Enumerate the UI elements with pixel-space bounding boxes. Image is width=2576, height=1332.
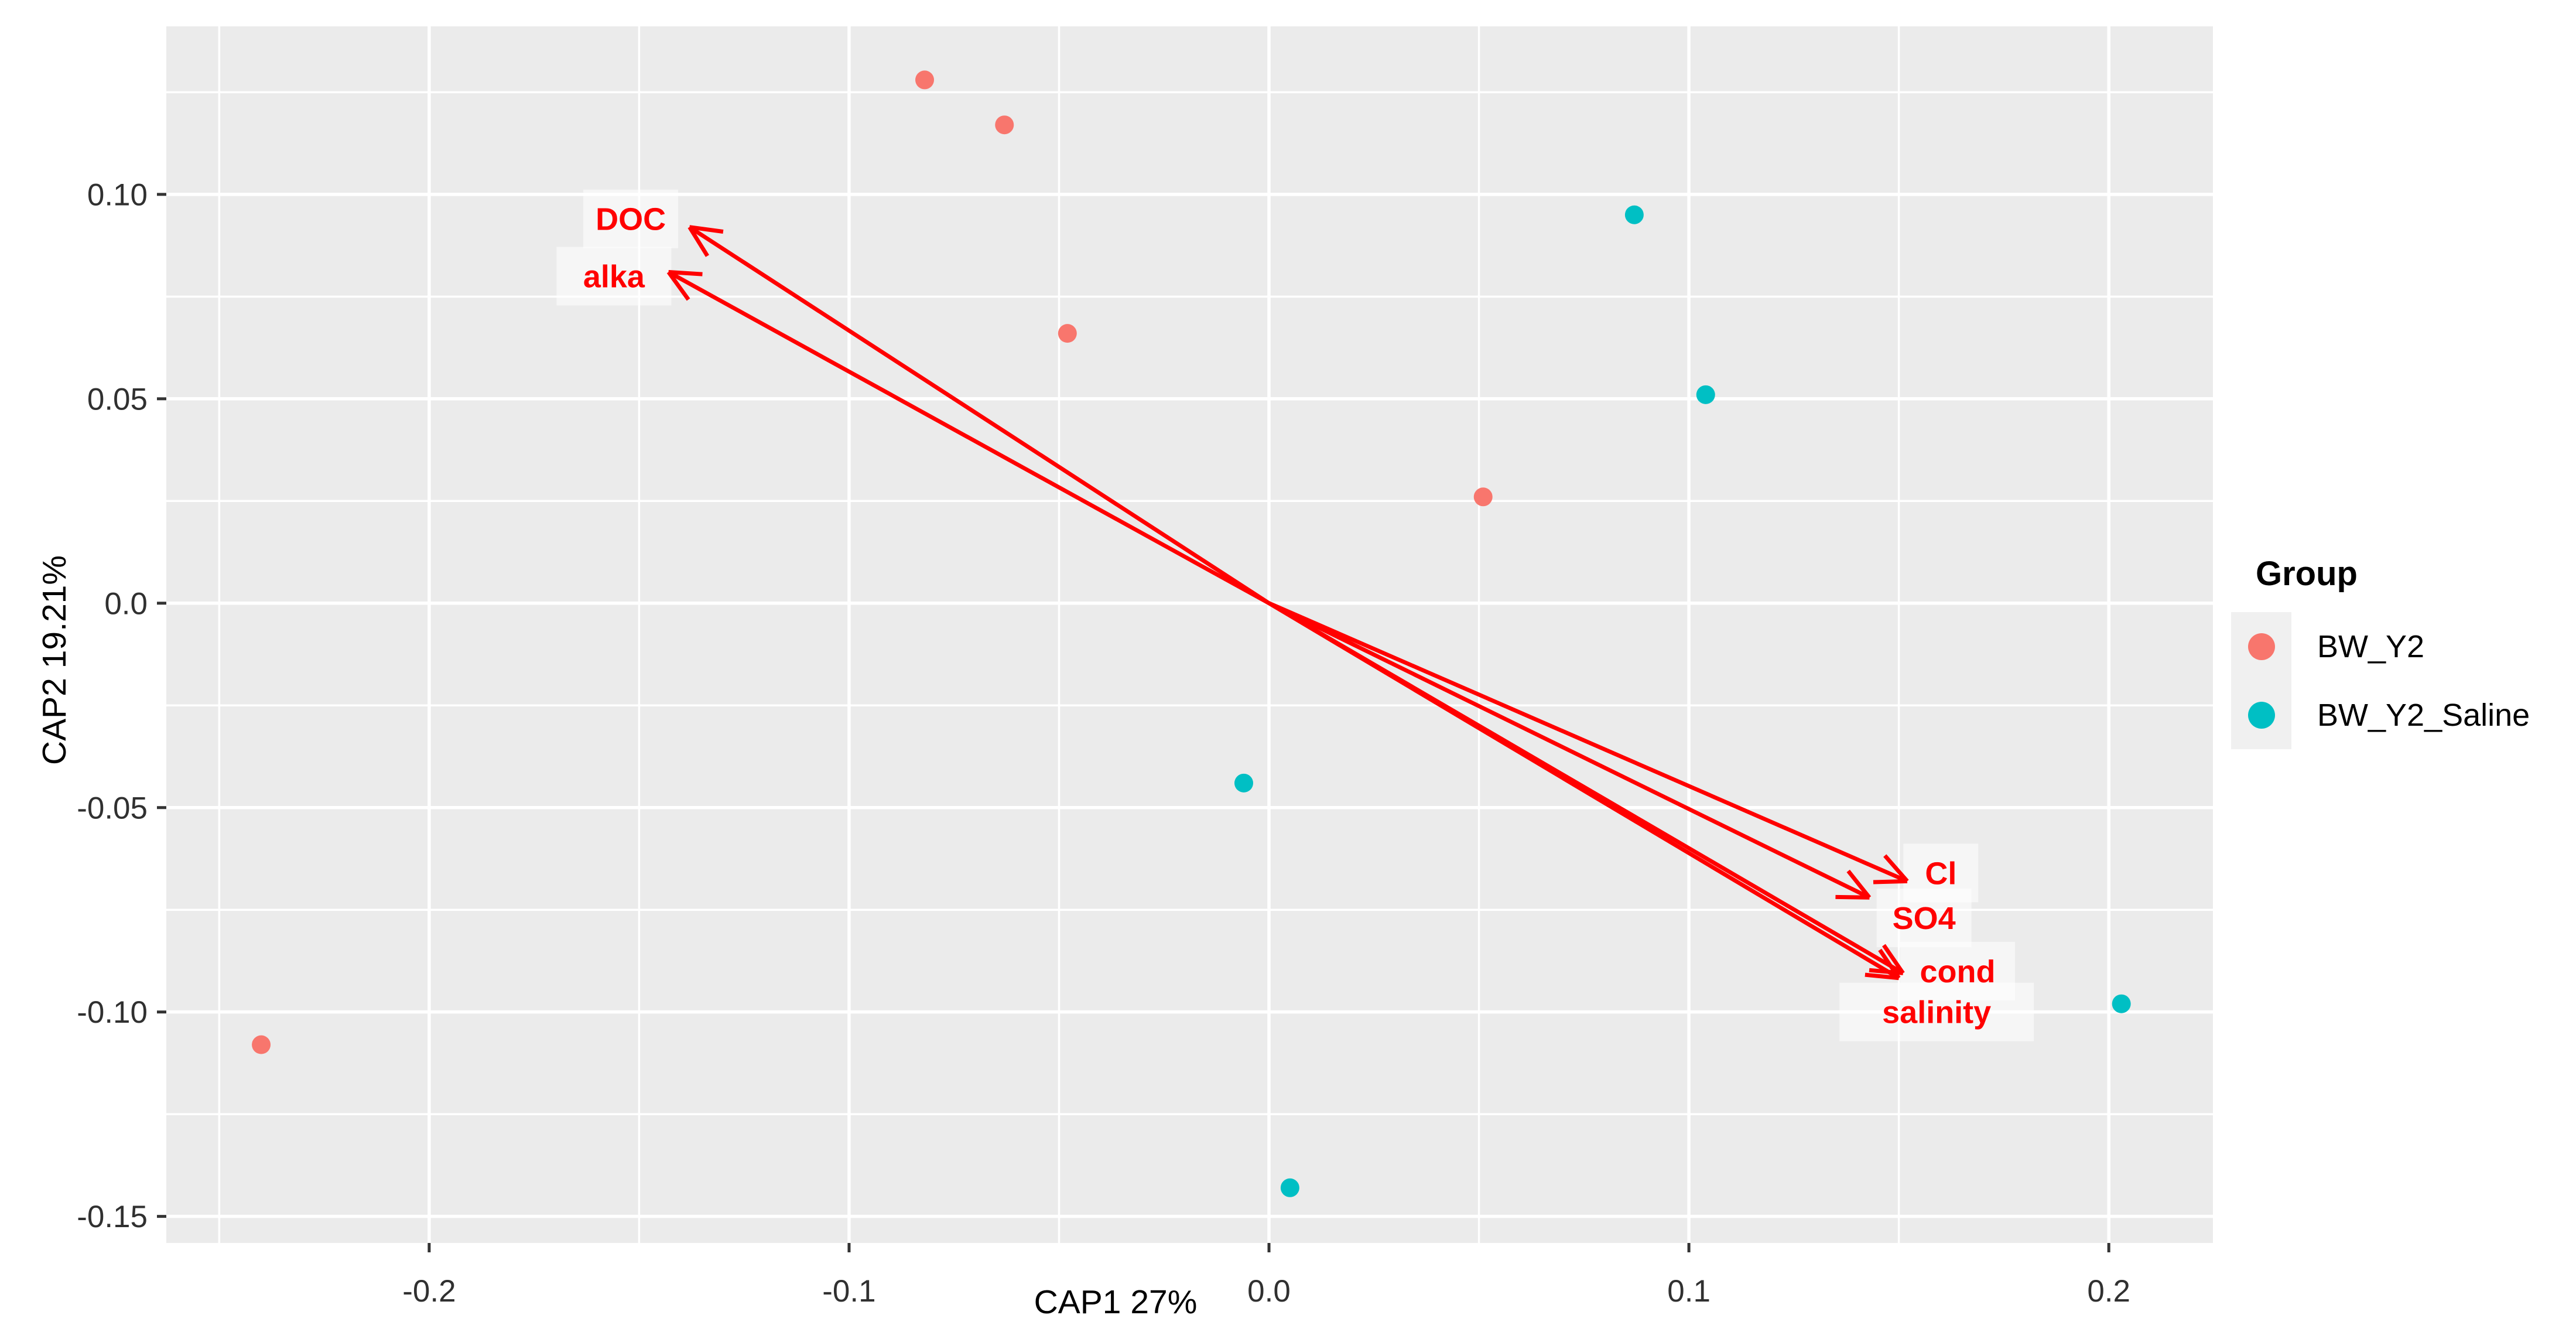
- y-tick-label: 0.0: [104, 586, 148, 621]
- axis-tick-marks: [157, 193, 2110, 1252]
- vector-arrow-Cl: [1268, 601, 1909, 884]
- grid-major: [166, 26, 2213, 1243]
- x-axis-title: CAP1 27%: [1034, 1283, 1198, 1321]
- grid-minor: [166, 26, 2213, 1243]
- envfit-vectors: [666, 225, 1909, 981]
- vector-label-boxes: [556, 189, 2034, 1041]
- data-point-BW_Y2: [252, 1035, 271, 1054]
- data-point-BW_Y2_Saline: [1280, 1178, 1299, 1197]
- x-tick-label: 0.2: [2087, 1274, 2130, 1309]
- y-axis-title: CAP2 19.21%: [36, 555, 73, 765]
- legend-key-swatch: [2231, 612, 2291, 681]
- data-point-BW_Y2: [1058, 324, 1077, 343]
- data-point-BW_Y2: [995, 115, 1014, 135]
- x-tick-label: 0.1: [1667, 1274, 1711, 1309]
- vector-label-SO4: SO4: [1893, 901, 1956, 936]
- y-tick-label: -0.15: [77, 1200, 148, 1234]
- data-point-BW_Y2: [1473, 487, 1493, 507]
- vector-label-bg-alka: [556, 247, 672, 306]
- vector-label-DOC: DOC: [596, 202, 666, 237]
- data-point-BW_Y2_Saline: [1624, 205, 1644, 224]
- data-point-BW_Y2: [915, 70, 935, 90]
- plot-panel: [166, 26, 2213, 1243]
- scatter-points-BW_Y2: [252, 70, 1493, 1054]
- vector-arrow-salinity: [1268, 601, 1901, 981]
- vector-label-Cl: Cl: [1925, 856, 1956, 891]
- legend-item-label: BW_Y2: [2317, 629, 2425, 664]
- vector-arrow-alka: [666, 269, 1270, 605]
- legend-keys: BW_Y2 BW_Y2_Saline: [2231, 612, 2530, 749]
- y-tick-label: -0.05: [77, 791, 148, 825]
- vector-label-alka: alka: [583, 259, 645, 294]
- vector-label-bg-salinity: [1839, 982, 2034, 1041]
- vector-arrow-SO4: [1268, 601, 1872, 900]
- legend-item-label: BW_Y2_Saline: [2317, 697, 2530, 733]
- data-point-BW_Y2_Saline: [2112, 994, 2131, 1013]
- y-tick-label: -0.10: [77, 995, 148, 1030]
- vector-label-salinity: salinity: [1882, 995, 1991, 1030]
- vector-label-bg-SO4: [1876, 889, 1972, 948]
- legend-item-bw-y2: BW_Y2: [2231, 612, 2530, 681]
- vector-arrow-DOC: [687, 225, 1270, 605]
- legend: Group BW_Y2 BW_Y2_Saline: [2231, 554, 2530, 749]
- legend-key-swatch: [2231, 681, 2291, 749]
- y-tick-labels: 0.10 0.05 0.0 -0.05 -0.10 -0.15: [77, 177, 148, 1234]
- legend-dot-bw-y2-icon: [2247, 633, 2275, 660]
- scatter-points-BW_Y2_Saline: [1234, 205, 2131, 1197]
- x-tick-label: -0.1: [822, 1274, 875, 1309]
- x-tick-labels: -0.2 -0.1 0.0 0.1 0.2: [402, 1274, 2130, 1309]
- data-point-BW_Y2_Saline: [1696, 385, 1715, 404]
- data-point-BW_Y2_Saline: [1234, 773, 1254, 793]
- vector-label-cond: cond: [1920, 954, 1996, 989]
- x-tick-label: 0.0: [1247, 1274, 1291, 1309]
- legend-item-bw-y2-saline: BW_Y2_Saline: [2231, 681, 2530, 749]
- y-tick-label: 0.10: [87, 177, 148, 212]
- x-tick-label: -0.2: [402, 1274, 456, 1309]
- y-tick-label: 0.05: [87, 382, 148, 416]
- vector-labels: DOC alka Cl SO4 cond salinity: [583, 202, 1996, 1030]
- legend-title: Group: [2256, 555, 2358, 593]
- vector-label-bg-DOC: [583, 189, 679, 248]
- legend-dot-bw-y2-saline-icon: [2247, 701, 2275, 729]
